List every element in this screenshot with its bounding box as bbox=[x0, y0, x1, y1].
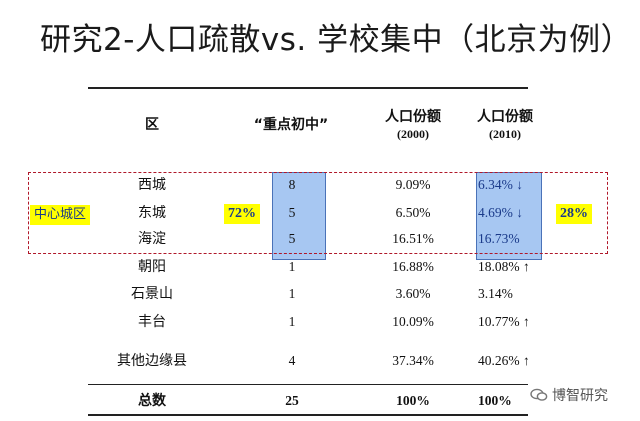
row-pop2010: 40.26% ↑ bbox=[478, 353, 530, 368]
row-pop2000: 16.51% bbox=[392, 231, 434, 246]
row-pop2000: 16.88% bbox=[392, 259, 434, 274]
row-pop2010: 16.73% bbox=[478, 231, 520, 246]
row-pop2010: 6.34% ↓ bbox=[478, 177, 523, 192]
header-pop2010-label: 人口份额 bbox=[477, 109, 533, 125]
page-title: 研究2-人口疏散vs. 学校集中（北京为例） bbox=[40, 22, 633, 58]
row-district: 石景山 bbox=[131, 286, 173, 302]
row-schools: 8 bbox=[288, 177, 296, 192]
header-schools: “重点初中” bbox=[253, 117, 329, 133]
header-pop2010: 人口份额 (2010) bbox=[460, 109, 550, 143]
schools-highlight-box bbox=[272, 172, 326, 260]
header-pop2000-label: 人口份额 bbox=[385, 109, 441, 125]
row-schools: 5 bbox=[288, 231, 296, 246]
row-schools: 5 bbox=[288, 205, 296, 220]
total-schools: 25 bbox=[285, 393, 299, 408]
core-district-label: 中心城区 bbox=[30, 205, 91, 225]
row-district: 海淀 bbox=[138, 231, 166, 247]
table-total-rule bbox=[88, 384, 528, 385]
row-pop2000: 37.34% bbox=[392, 353, 434, 368]
row-pop2000: 6.50% bbox=[395, 205, 431, 220]
row-pop2000: 3.60% bbox=[395, 286, 431, 301]
core-school-share: 72% bbox=[224, 204, 260, 224]
table-top-rule bbox=[88, 87, 528, 89]
row-district: 朝阳 bbox=[138, 259, 166, 275]
row-pop2010: 3.14% bbox=[478, 286, 513, 301]
row-district: 东城 bbox=[138, 205, 166, 221]
core-pop-share: 28% bbox=[556, 204, 592, 224]
row-pop2010: 18.08% ↑ bbox=[478, 259, 530, 274]
row-pop2000: 9.09% bbox=[395, 177, 431, 192]
header-district: 区 bbox=[145, 117, 159, 133]
watermark-text: 博智研究 bbox=[552, 388, 608, 404]
header-pop2010-year: (2010) bbox=[489, 127, 521, 141]
row-district: 西城 bbox=[138, 177, 166, 193]
total-district: 总数 bbox=[138, 393, 166, 409]
row-pop2010: 4.69% ↓ bbox=[478, 205, 523, 220]
header-pop2000: 人口份额 (2000) bbox=[368, 109, 458, 143]
row-district: 丰台 bbox=[138, 314, 166, 330]
row-schools: 1 bbox=[288, 259, 296, 274]
watermark: 博智研究 bbox=[530, 385, 608, 405]
core-district-dashed-box bbox=[28, 172, 608, 254]
pop2010-highlight-box bbox=[476, 172, 542, 260]
row-schools: 1 bbox=[288, 286, 296, 301]
row-schools: 1 bbox=[288, 314, 296, 329]
row-district: 其他边缘县 bbox=[117, 353, 187, 369]
table-bottom-rule bbox=[88, 414, 528, 416]
header-pop2000-year: (2000) bbox=[397, 127, 429, 141]
total-pop2000: 100% bbox=[396, 393, 430, 408]
row-schools: 4 bbox=[288, 353, 296, 368]
wechat-icon bbox=[530, 388, 548, 402]
row-pop2000: 10.09% bbox=[392, 314, 434, 329]
row-pop2010: 10.77% ↑ bbox=[478, 314, 530, 329]
total-pop2010: 100% bbox=[478, 393, 512, 408]
